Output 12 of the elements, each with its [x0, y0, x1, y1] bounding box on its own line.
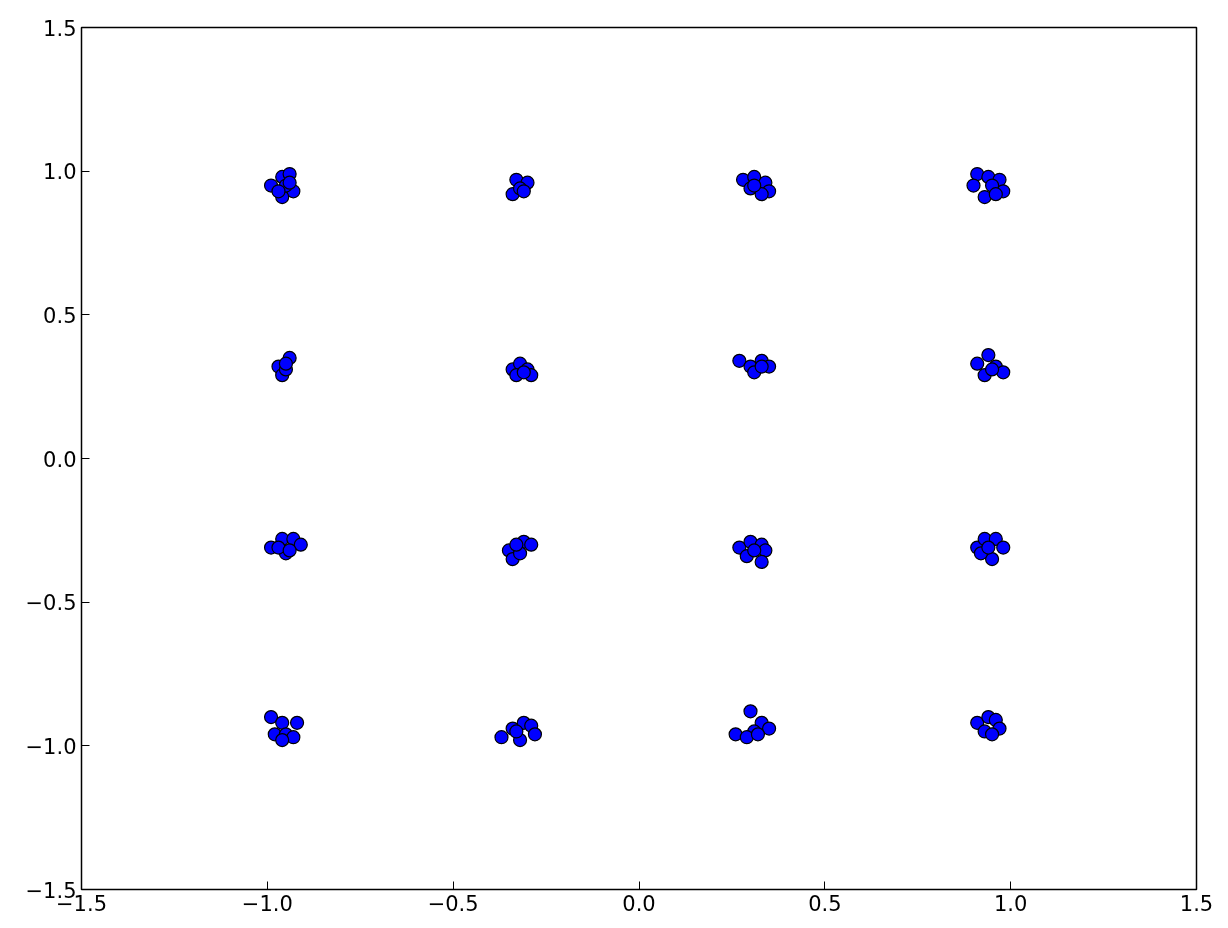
x-tick-label: 1.5 [1179, 891, 1214, 916]
y-tick-label: −1.0 [25, 734, 77, 759]
y-tick-label: 1.0 [43, 160, 77, 185]
x-tick-label: −0.5 [427, 891, 479, 916]
y-tick-label: −0.5 [25, 591, 77, 616]
x-tick-label: 0.0 [622, 891, 656, 916]
x-tick-label: 0.5 [808, 891, 842, 916]
y-tick-label: 0.5 [43, 303, 77, 328]
y-tick-label: 0.0 [43, 447, 77, 472]
y-tick-label: 1.5 [43, 16, 77, 41]
x-tick-label: −1.0 [241, 891, 293, 916]
x-tick-label: 1.0 [993, 891, 1028, 916]
